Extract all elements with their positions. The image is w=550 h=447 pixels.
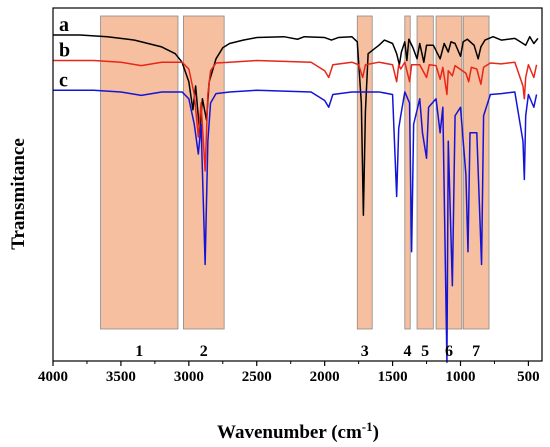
x-axis-ticks: 4000 3500 3000 2500 2000 1500 1000 500 — [38, 361, 540, 385]
region-label-6: 6 — [445, 343, 453, 360]
region-label-5: 5 — [421, 343, 429, 360]
series-b-line — [53, 59, 538, 172]
x-tick-label-1000: 1000 — [446, 369, 476, 385]
series-tag-c: c — [59, 69, 68, 91]
series-tags: abc — [59, 14, 70, 91]
x-tick-label-3500: 3500 — [106, 369, 136, 385]
x-tick-label-1500: 1500 — [378, 369, 408, 385]
x-tick-label-2500: 2500 — [242, 369, 272, 385]
series-tag-a: a — [59, 14, 69, 36]
region-1 — [100, 15, 179, 330]
x-axis-label: Wavenumber (cm-1) — [217, 419, 379, 443]
region-label-1: 1 — [135, 343, 143, 360]
region-5 — [416, 15, 434, 330]
x-tick-label-500: 500 — [517, 369, 540, 385]
series-c-line — [53, 89, 538, 363]
series-a-line — [53, 34, 539, 216]
plot-frame — [52, 7, 543, 362]
region-label-3: 3 — [361, 343, 369, 360]
region-7 — [462, 15, 490, 330]
spectra-series — [53, 34, 539, 363]
region-label-4: 4 — [404, 343, 412, 360]
x-tick-label-3000: 3000 — [174, 369, 204, 385]
region-label-2: 2 — [200, 343, 208, 360]
series-tag-b: b — [59, 40, 70, 62]
region-2 — [182, 15, 225, 330]
x-tick-label-4000: 4000 — [38, 369, 68, 385]
region-label-7: 7 — [472, 343, 480, 360]
y-axis-label: Transmitance — [8, 138, 29, 250]
x-tick-label-2000: 2000 — [310, 369, 340, 385]
